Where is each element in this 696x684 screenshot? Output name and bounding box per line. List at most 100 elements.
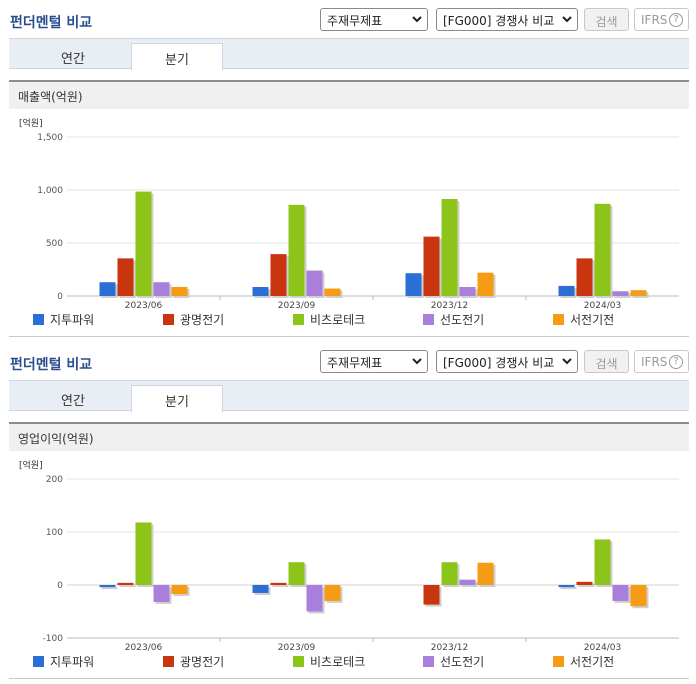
search-button[interactable]: 검색 (584, 350, 629, 373)
bar (477, 272, 494, 296)
ifrs-label: IFRS (641, 355, 668, 369)
chevron-down-icon (412, 16, 422, 23)
bar (477, 562, 494, 585)
unit-label: [억원] (19, 459, 43, 471)
y-tick-label: 0 (57, 581, 63, 591)
chevron-down-icon (412, 358, 422, 365)
metric-label: 매출액(억원) (9, 80, 689, 109)
statement-type-value: 주재무제표 (327, 14, 383, 28)
unit-label: [억원] (19, 117, 43, 129)
bar (630, 585, 647, 607)
section-header: 펀더멘털 비교 주재무제표 [FG000] 경쟁사 비교 검색 IFRS ? (0, 0, 696, 38)
bar (99, 282, 116, 296)
legend-label: 비츠로테크 (310, 655, 365, 669)
bar (252, 585, 269, 593)
section-title: 펀더멘털 비교 (10, 357, 93, 373)
search-button[interactable]: 검색 (584, 8, 629, 31)
bar (135, 522, 152, 585)
bar (612, 585, 629, 601)
bar (171, 286, 188, 296)
tab-quarter[interactable]: 분기 (131, 43, 223, 70)
question-circle-icon: ? (669, 355, 683, 369)
statement-type-select[interactable]: 주재무제표 (320, 8, 428, 31)
bar-shadow (560, 587, 577, 590)
legend-label: 선도전기 (440, 655, 484, 669)
x-tick-label: 2023/12 (431, 301, 468, 311)
y-tick-label: 1,500 (37, 133, 63, 143)
ifrs-button[interactable]: IFRS ? (634, 8, 689, 31)
revenue-chart-svg: [억원] 0 500 1,000 1,500 2023/06 2023/09 2023/12 2… (19, 117, 679, 327)
chevron-down-icon (562, 16, 572, 23)
peer-group-value: [FG000] 경쟁사 비교 (443, 14, 555, 28)
bar (612, 291, 629, 296)
bar (441, 199, 458, 296)
x-tick-label: 2023/12 (431, 643, 468, 653)
bar-shadow (101, 587, 118, 590)
bar (117, 582, 134, 585)
x-tick-label: 2023/06 (125, 643, 163, 653)
bar (252, 286, 269, 296)
legend-swatch (423, 314, 434, 325)
y-tick-label: 500 (46, 239, 63, 249)
x-tick-label: 2024/03 (584, 643, 621, 653)
ifrs-button[interactable]: IFRS ? (634, 350, 689, 373)
fundamental-compare-section: 펀더멘털 비교 주재무제표 [FG000] 경쟁사 비교 검색 IFRS ? 연… (0, 0, 696, 337)
period-tabs: 연간 분기 (9, 380, 689, 412)
divider (9, 336, 689, 337)
chevron-down-icon (562, 358, 572, 365)
statement-type-value: 주재무제표 (327, 356, 383, 370)
revenue-chart: [억원] 0 500 1,000 1,500 2023/06 2023/09 2023/12 2… (9, 112, 689, 337)
x-tick-label: 2023/09 (278, 643, 316, 653)
legend-swatch (33, 656, 44, 667)
peer-group-select[interactable]: [FG000] 경쟁사 비교 (436, 8, 578, 31)
bar (270, 254, 287, 296)
legend-swatch (163, 314, 174, 325)
legend-swatch (553, 314, 564, 325)
section-title: 펀더멘털 비교 (10, 15, 93, 31)
bar-shadow (578, 583, 595, 587)
bar (288, 204, 305, 296)
bar (135, 191, 152, 296)
bar-shadow (119, 584, 136, 587)
tab-annual[interactable]: 연간 (61, 52, 85, 67)
peer-group-select[interactable]: [FG000] 경쟁사 비교 (436, 350, 578, 373)
section-header: 펀더멘털 비교 주재무제표 [FG000] 경쟁사 비교 검색 IFRS ? (0, 342, 696, 380)
operating-profit-chart-svg: [억원] -100 0 100 200 2023/06 2023/09 2023/12 2024… (19, 459, 679, 669)
bar (594, 539, 611, 585)
bar (423, 585, 440, 605)
metric-label: 영업이익(억원) (9, 422, 689, 451)
divider (9, 678, 689, 679)
bar (288, 562, 305, 585)
legend-label: 지투파워 (50, 313, 94, 327)
y-tick-label: -100 (43, 634, 64, 644)
bar (270, 582, 287, 585)
x-tick-label: 2023/06 (125, 301, 163, 311)
legend-label: 광명전기 (180, 313, 224, 327)
bar (324, 585, 341, 601)
fundamental-compare-section: 펀더멘털 비교 주재무제표 [FG000] 경쟁사 비교 검색 IFRS ? 연… (0, 342, 696, 684)
bar (306, 585, 323, 612)
statement-type-select[interactable]: 주재무제표 (320, 350, 428, 373)
legend-label: 선도전기 (440, 313, 484, 327)
bar (558, 285, 575, 296)
tab-annual[interactable]: 연간 (61, 394, 85, 409)
bar (558, 585, 575, 588)
bar (324, 288, 341, 296)
bar (153, 282, 170, 296)
legend-label: 광명전기 (180, 655, 224, 669)
question-circle-icon: ? (669, 13, 683, 27)
ifrs-label: IFRS (641, 13, 668, 27)
legend-label: 서전기전 (570, 655, 614, 669)
legend-swatch (293, 656, 304, 667)
legend-swatch (163, 656, 174, 667)
operating-profit-chart: [억원] -100 0 100 200 2023/06 2023/09 2023/12 2024… (9, 454, 689, 679)
bar (171, 585, 188, 595)
period-tabs: 연간 분기 (9, 38, 689, 70)
bar (405, 273, 422, 296)
peer-group-value: [FG000] 경쟁사 비교 (443, 356, 555, 370)
legend-swatch (33, 314, 44, 325)
bar (306, 270, 323, 296)
bar-shadow (272, 584, 289, 587)
bar (99, 585, 116, 588)
tab-quarter[interactable]: 분기 (131, 385, 223, 412)
